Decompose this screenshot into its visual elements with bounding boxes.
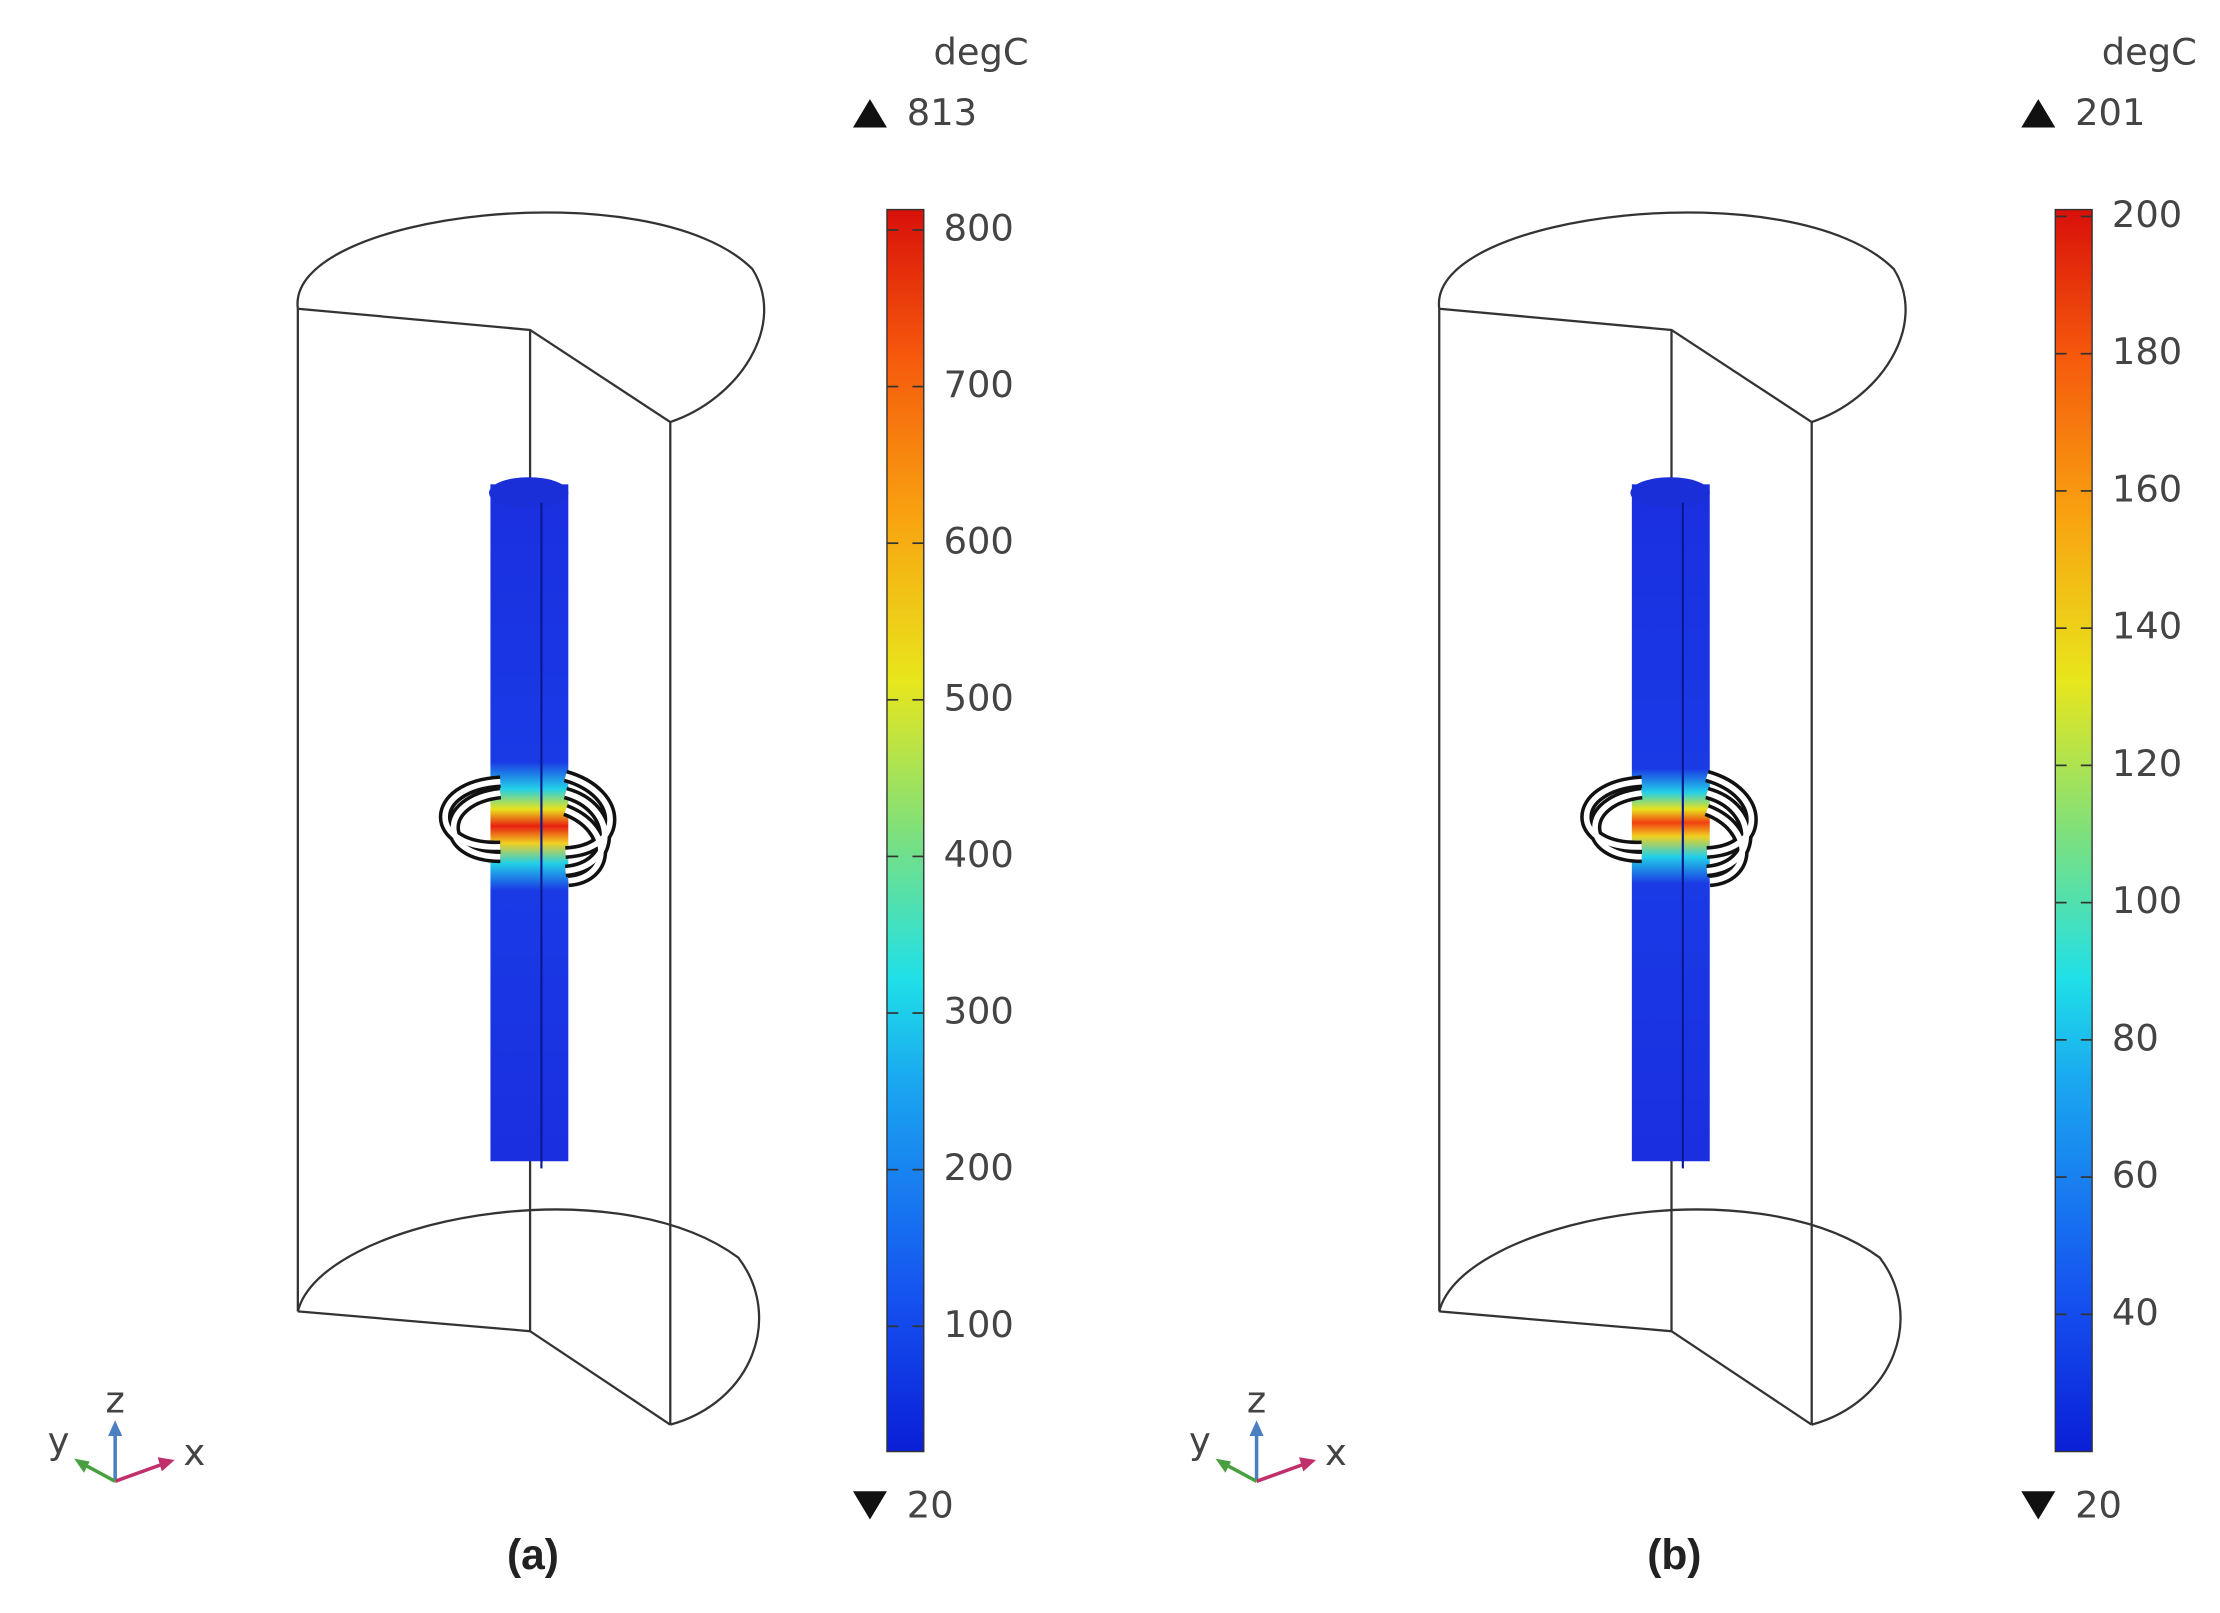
panel-a xyxy=(72,211,766,1484)
tick-label: 40 xyxy=(2112,1291,2159,1334)
rod-cap xyxy=(1630,477,1710,509)
max-label: 813 xyxy=(907,91,977,134)
min-marker xyxy=(2021,1491,2056,1520)
tick-label: 800 xyxy=(944,206,1014,249)
axis-label-z: z xyxy=(105,1378,124,1421)
colorbar-gradient xyxy=(2054,208,2093,1453)
tick-label: 500 xyxy=(944,676,1014,719)
tick-label: 400 xyxy=(944,833,1014,876)
max-marker xyxy=(852,99,887,128)
tick-label: 300 xyxy=(944,990,1014,1033)
tick-label: 80 xyxy=(2112,1016,2159,1059)
tick-label: 600 xyxy=(944,520,1014,563)
axis-label-z: z xyxy=(1247,1378,1266,1421)
tick-label: 200 xyxy=(944,1146,1014,1189)
unit-label: degC xyxy=(933,30,1028,73)
axis-label-x: x xyxy=(184,1431,206,1474)
tick-label: 160 xyxy=(2112,467,2182,510)
axis-triad xyxy=(1213,1418,1318,1484)
rod xyxy=(1631,484,1710,1162)
rod xyxy=(490,484,569,1162)
rod-cap xyxy=(489,477,569,509)
colorbar-gradient xyxy=(886,208,925,1453)
colorbar: degC 813 20 100 200 300 400 500 600 700 800 xyxy=(852,30,1029,1526)
tick-label: 100 xyxy=(2112,879,2182,922)
unit-label: degC xyxy=(2102,30,2197,73)
min-label: 20 xyxy=(907,1483,954,1526)
tick-label: 100 xyxy=(944,1303,1014,1346)
min-label: 20 xyxy=(2075,1483,2122,1526)
tick-label: 700 xyxy=(944,363,1014,406)
panel-label: (a) xyxy=(507,1532,559,1579)
tick-label: 140 xyxy=(2112,605,2182,648)
colorbar: degC 201 20 40 60 80 100 120 140 160 180 200 xyxy=(2021,30,2197,1526)
axis-triad xyxy=(72,1418,177,1484)
tick-label: 120 xyxy=(2112,742,2182,785)
panel-label: (b) xyxy=(1647,1532,1701,1579)
axis-label-y: y xyxy=(1189,1420,1211,1463)
min-marker xyxy=(852,1491,887,1520)
tick-label: 200 xyxy=(2112,193,2182,236)
panel-b xyxy=(1213,211,1907,1484)
max-marker xyxy=(2021,99,2056,128)
max-label: 201 xyxy=(2075,91,2145,134)
tick-label: 180 xyxy=(2112,330,2182,373)
axis-label-x: x xyxy=(1325,1431,1347,1474)
tick-label: 60 xyxy=(2112,1154,2159,1197)
axis-label-y: y xyxy=(48,1420,70,1463)
